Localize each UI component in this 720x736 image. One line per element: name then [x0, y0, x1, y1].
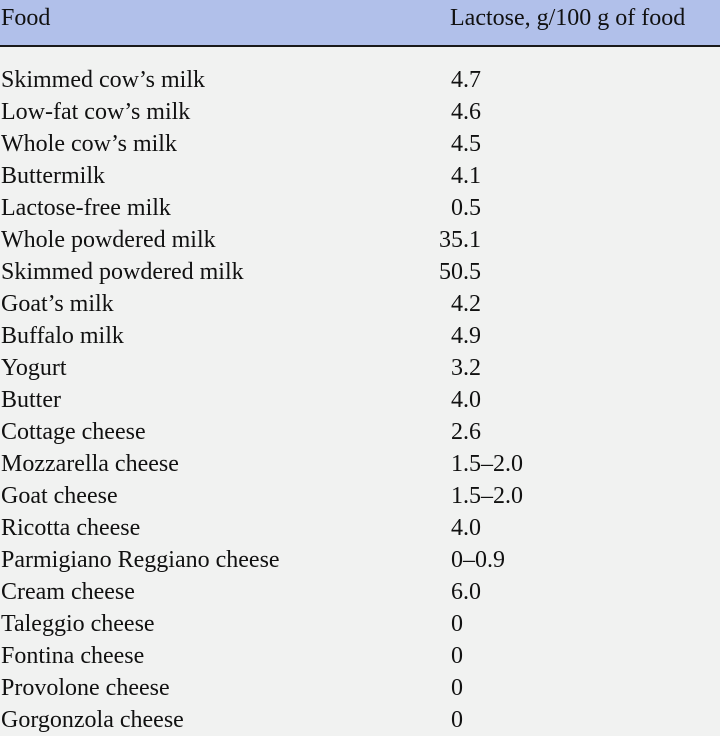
table-row: Taleggio cheese 0	[0, 608, 720, 640]
table-row: Buffalo milk 4.9	[0, 320, 720, 352]
lactose-value: 6.0	[451, 579, 481, 605]
food-name: Fontina cheese	[1, 643, 145, 669]
food-name: Whole powdered milk	[1, 227, 216, 253]
lactose-value: 4.0	[451, 515, 481, 541]
food-name: Whole cow’s milk	[1, 131, 177, 157]
food-name: Skimmed powdered milk	[1, 259, 244, 285]
food-name: Goat cheese	[1, 483, 118, 509]
table-row: Goat cheese 1.5–2.0	[0, 480, 720, 512]
lactose-value: 0	[451, 675, 463, 701]
food-name: Skimmed cow’s milk	[1, 67, 205, 93]
food-name: Goat’s milk	[1, 291, 114, 317]
lactose-value: 2.6	[451, 419, 481, 445]
food-name: Provolone cheese	[1, 675, 170, 701]
lactose-value: 1.5–2.0	[451, 451, 523, 477]
column-header-lactose: Lactose, g/100 g of food	[450, 5, 686, 31]
food-name: Lactose-free milk	[1, 195, 171, 221]
table-row: Lactose-free milk 0.5	[0, 192, 720, 224]
lactose-value: 0	[451, 707, 463, 733]
lactose-value: 0–0.9	[451, 547, 505, 573]
food-name: Taleggio cheese	[1, 611, 155, 637]
food-name: Buffalo milk	[1, 323, 124, 349]
lactose-value: 4.2	[451, 291, 481, 317]
lactose-value: 0.5	[451, 195, 481, 221]
table-row: Goat’s milk 4.2	[0, 288, 720, 320]
table-row: Yogurt 3.2	[0, 352, 720, 384]
table-row: Whole powdered milk 35.1	[0, 224, 720, 256]
lactose-value: 1.5–2.0	[451, 483, 523, 509]
food-name: Cream cheese	[1, 579, 135, 605]
food-name: Buttermilk	[1, 163, 105, 189]
lactose-value: 4.7	[451, 67, 481, 93]
food-name: Parmigiano Reggiano cheese	[1, 547, 280, 573]
table-header: Food Lactose, g/100 g of food	[0, 0, 720, 47]
food-name: Ricotta cheese	[1, 515, 141, 541]
lactose-value: 4.5	[451, 131, 481, 157]
food-name: Butter	[1, 387, 61, 413]
lactose-value: 0	[451, 611, 463, 637]
lactose-value: 0	[451, 643, 463, 669]
table-body: Skimmed cow’s milk 4.7 Low-fat cow’s mil…	[0, 64, 720, 736]
column-header-food: Food	[1, 5, 51, 31]
lactose-value: 4.1	[451, 163, 481, 189]
table-row: Buttermilk 4.1	[0, 160, 720, 192]
lactose-value: 4.0	[451, 387, 481, 413]
table-row: Fontina cheese 0	[0, 640, 720, 672]
table-row: Provolone cheese 0	[0, 672, 720, 704]
table-row: Gorgonzola cheese 0	[0, 704, 720, 736]
food-name: Cottage cheese	[1, 419, 146, 445]
food-name: Yogurt	[1, 355, 67, 381]
table-row: Mozzarella cheese 1.5–2.0	[0, 448, 720, 480]
lactose-value: 35.1	[439, 227, 481, 253]
table-row: Whole cow’s milk 4.5	[0, 128, 720, 160]
food-name: Mozzarella cheese	[1, 451, 179, 477]
table-row: Low-fat cow’s milk 4.6	[0, 96, 720, 128]
table-row: Skimmed cow’s milk 4.7	[0, 64, 720, 96]
table-row: Cottage cheese 2.6	[0, 416, 720, 448]
food-name: Gorgonzola cheese	[1, 707, 184, 733]
food-name: Low-fat cow’s milk	[1, 99, 191, 125]
table-row: Skimmed powdered milk 50.5	[0, 256, 720, 288]
table-row: Ricotta cheese 4.0	[0, 512, 720, 544]
lactose-value: 50.5	[439, 259, 481, 285]
table-row: Butter 4.0	[0, 384, 720, 416]
table-row: Cream cheese 6.0	[0, 576, 720, 608]
lactose-value: 3.2	[451, 355, 481, 381]
table-row: Parmigiano Reggiano cheese 0–0.9	[0, 544, 720, 576]
lactose-value: 4.6	[451, 99, 481, 125]
lactose-value: 4.9	[451, 323, 481, 349]
